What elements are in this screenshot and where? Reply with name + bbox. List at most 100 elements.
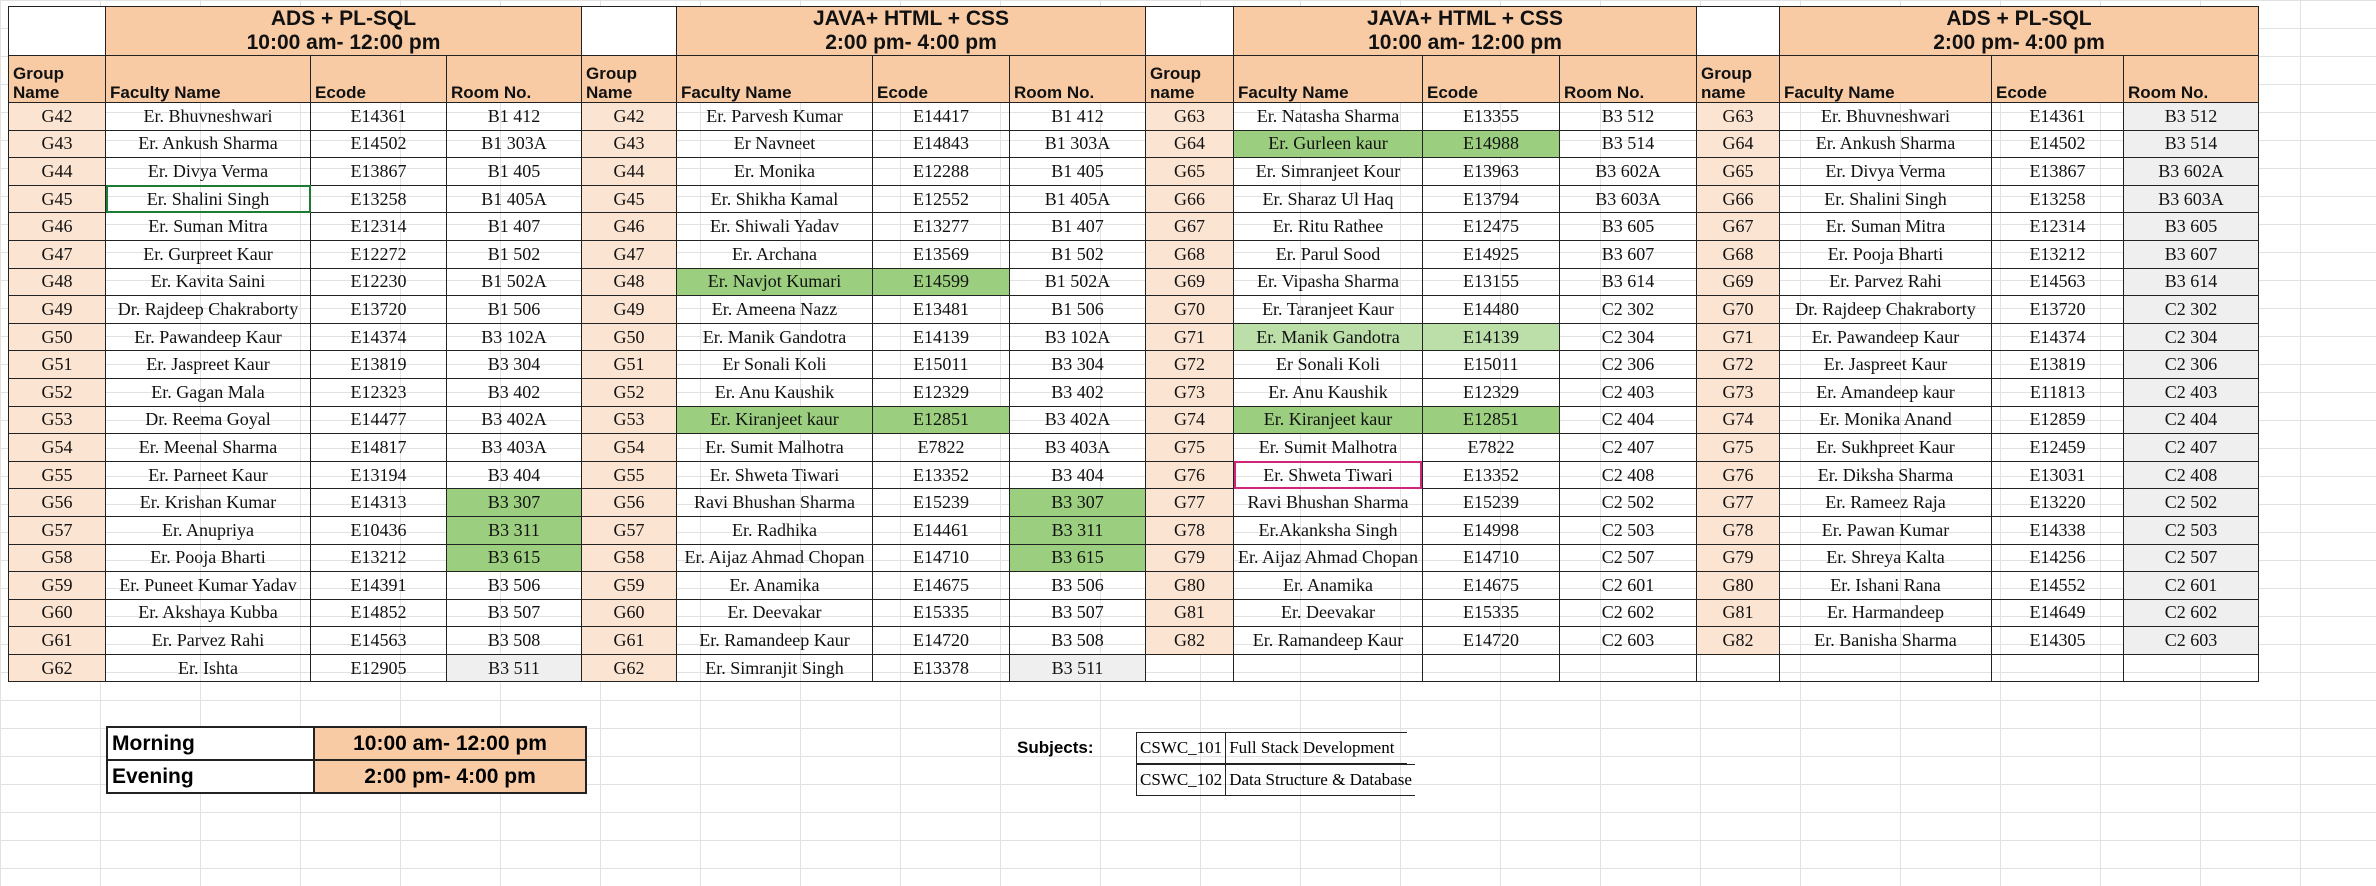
faculty-name-cell[interactable]: [1778, 653, 1992, 683]
faculty-name-cell[interactable]: Er. Banisha Sharma: [1778, 626, 1992, 655]
group-cell[interactable]: G72: [1695, 350, 1780, 379]
faculty-name-cell[interactable]: Er. Jaspreet Kaur: [1778, 350, 1992, 379]
group-cell[interactable]: [1695, 653, 1780, 683]
faculty-name-cell[interactable]: Er. Pawandeep Kaur: [105, 322, 311, 352]
room-cell[interactable]: C2 502: [2122, 488, 2259, 517]
ecode-cell[interactable]: E13352: [872, 460, 1010, 490]
faculty-name-cell[interactable]: Er. Pooja Bharti: [1778, 239, 1992, 269]
faculty-name-cell[interactable]: Er. Ankush Sharma: [1778, 129, 1992, 159]
room-cell[interactable]: B3 404: [1009, 460, 1146, 490]
header-group-name[interactable]: Group name: [1695, 55, 1780, 103]
room-cell[interactable]: B1 502A: [446, 267, 582, 297]
header-room-no[interactable]: Room No.: [1558, 55, 1697, 103]
room-cell[interactable]: B1 407: [446, 212, 582, 241]
ecode-cell[interactable]: E14710: [1421, 543, 1560, 573]
faculty-name-cell[interactable]: Er. Ishani Rana: [1778, 571, 1992, 600]
ecode-cell[interactable]: E12329: [872, 377, 1010, 407]
group-cell[interactable]: G69: [1145, 267, 1234, 297]
room-cell[interactable]: B3 311: [446, 515, 582, 545]
group-cell[interactable]: G59: [581, 571, 677, 600]
ecode-cell[interactable]: E15011: [1421, 350, 1560, 379]
room-cell[interactable]: B1 303A: [1009, 129, 1146, 159]
room-cell[interactable]: B1 412: [446, 102, 582, 131]
ecode-cell[interactable]: E14391: [310, 571, 447, 600]
faculty-name-cell[interactable]: Er. Monika: [676, 157, 873, 186]
faculty-name-cell[interactable]: Er. Anupriya: [105, 515, 311, 545]
header-ecode[interactable]: Ecode: [1421, 55, 1560, 103]
faculty-name-cell[interactable]: Er. Suman Mitra: [105, 212, 311, 241]
faculty-name-cell[interactable]: Er. Krishan Kumar: [105, 488, 311, 517]
group-cell[interactable]: G69: [1695, 267, 1780, 297]
ecode-cell[interactable]: E13794: [1421, 184, 1560, 214]
subject-code[interactable]: CSWC_101: [1135, 732, 1227, 764]
group-cell[interactable]: G68: [1145, 239, 1234, 269]
faculty-name-cell[interactable]: Er. Parvesh Kumar: [676, 102, 873, 131]
room-cell[interactable]: B1 502: [1009, 239, 1146, 269]
header-faculty-name[interactable]: Faculty Name: [1778, 55, 1992, 103]
faculty-name-cell[interactable]: Er. Shweta Tiwari: [1233, 460, 1423, 490]
ecode-cell[interactable]: E14720: [1421, 626, 1560, 655]
faculty-name-cell[interactable]: Er Navneet: [676, 129, 873, 159]
faculty-name-cell[interactable]: Er. Diksha Sharma: [1778, 460, 1992, 490]
room-cell[interactable]: C2 603: [1558, 626, 1697, 655]
header-faculty-name[interactable]: Faculty Name: [676, 55, 873, 103]
ecode-cell[interactable]: [1421, 653, 1560, 683]
faculty-name-cell[interactable]: Ravi Bhushan Sharma: [676, 488, 873, 517]
legend-time[interactable]: 10:00 am- 12:00 pm: [313, 726, 587, 761]
faculty-name-cell[interactable]: Er. Sukhpreet Kaur: [1778, 433, 1992, 462]
ecode-cell[interactable]: E15335: [872, 598, 1010, 628]
group-cell[interactable]: G55: [581, 460, 677, 490]
ecode-cell[interactable]: E13720: [310, 295, 447, 324]
ecode-cell[interactable]: E14675: [872, 571, 1010, 600]
faculty-name-cell[interactable]: Er. Suman Mitra: [1778, 212, 1992, 241]
room-cell[interactable]: C2 507: [1558, 543, 1697, 573]
room-cell[interactable]: B3 307: [1009, 488, 1146, 517]
group-cell[interactable]: G65: [1145, 157, 1234, 186]
ecode-cell[interactable]: E15011: [872, 350, 1010, 379]
group-cell[interactable]: G64: [1695, 129, 1780, 159]
faculty-name-cell[interactable]: Er. Gurleen kaur: [1233, 129, 1423, 159]
faculty-name-cell[interactable]: Er. Vipasha Sharma: [1233, 267, 1423, 297]
ecode-cell[interactable]: E14502: [310, 129, 447, 159]
legend-time[interactable]: 2:00 pm- 4:00 pm: [313, 759, 587, 794]
ecode-cell[interactable]: E13867: [1990, 157, 2124, 186]
ecode-cell[interactable]: E14461: [872, 515, 1010, 545]
room-cell[interactable]: C2 404: [1558, 405, 1697, 435]
ecode-cell[interactable]: E11813: [1990, 377, 2124, 407]
ecode-cell[interactable]: E13569: [872, 239, 1010, 269]
ecode-cell[interactable]: E14843: [872, 129, 1010, 159]
room-cell[interactable]: B3 311: [1009, 515, 1146, 545]
faculty-name-cell[interactable]: Er. Gagan Mala: [105, 377, 311, 407]
ecode-cell[interactable]: E14480: [1421, 295, 1560, 324]
faculty-name-cell[interactable]: Er. Kiranjeet kaur: [1233, 405, 1423, 435]
room-cell[interactable]: C2 602: [2122, 598, 2259, 628]
faculty-name-cell[interactable]: Er. Pooja Bharti: [105, 543, 311, 573]
group-cell[interactable]: G80: [1145, 571, 1234, 600]
room-cell[interactable]: B1 506: [1009, 295, 1146, 324]
group-cell[interactable]: G82: [1145, 626, 1234, 655]
room-cell[interactable]: B3 605: [2122, 212, 2259, 241]
ecode-cell[interactable]: E14374: [1990, 322, 2124, 352]
faculty-name-cell[interactable]: Er. Amandeep kaur: [1778, 377, 1992, 407]
room-cell[interactable]: B3 512: [1558, 102, 1697, 131]
room-cell[interactable]: B3 506: [446, 571, 582, 600]
ecode-cell[interactable]: E7822: [1421, 433, 1560, 462]
faculty-name-cell[interactable]: Er. Ramandeep Kaur: [676, 626, 873, 655]
room-cell[interactable]: B3 614: [2122, 267, 2259, 297]
ecode-cell[interactable]: E14361: [310, 102, 447, 131]
room-cell[interactable]: C2 403: [2122, 377, 2259, 407]
ecode-cell[interactable]: E14139: [872, 322, 1010, 352]
group-cell[interactable]: G46: [581, 212, 677, 241]
group-cell[interactable]: G75: [1695, 433, 1780, 462]
ecode-cell[interactable]: E14256: [1990, 543, 2124, 573]
ecode-cell[interactable]: E14563: [310, 626, 447, 655]
group-cell[interactable]: G58: [581, 543, 677, 573]
ecode-cell[interactable]: E15239: [1421, 488, 1560, 517]
ecode-cell[interactable]: E15239: [872, 488, 1010, 517]
subject-name[interactable]: Data Structure & Database: [1225, 764, 1415, 796]
room-cell[interactable]: C2 601: [2122, 571, 2259, 600]
faculty-name-cell[interactable]: Er. Akshaya Kubba: [105, 598, 311, 628]
group-cell[interactable]: G73: [1145, 377, 1234, 407]
group-cell[interactable]: G57: [581, 515, 677, 545]
group-cell[interactable]: G49: [581, 295, 677, 324]
